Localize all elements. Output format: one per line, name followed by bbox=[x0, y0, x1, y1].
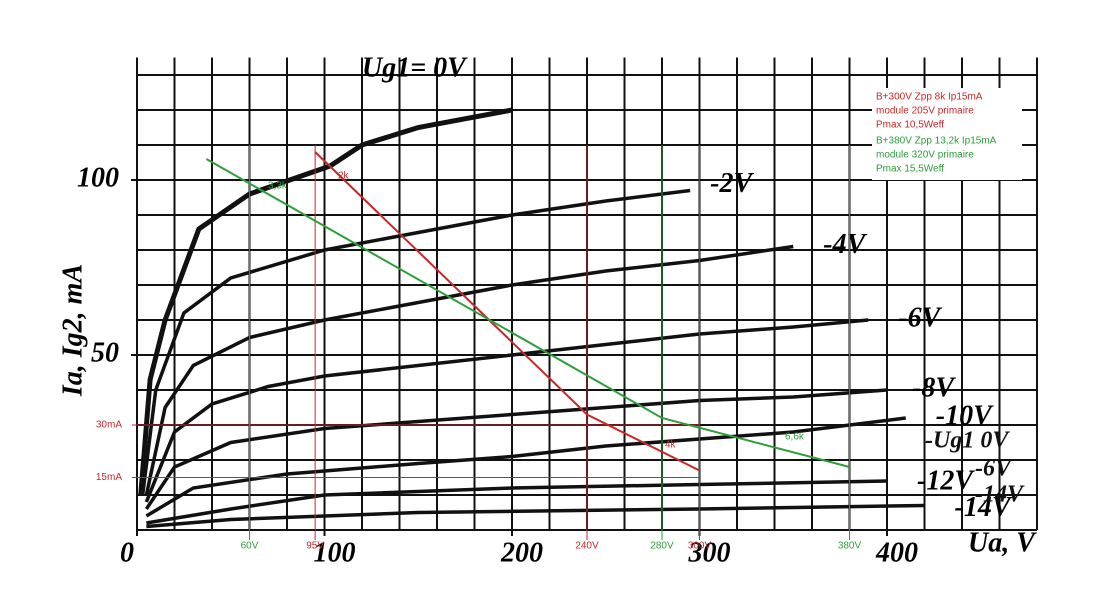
load-line bbox=[314, 151, 700, 472]
curve bbox=[140, 188, 691, 496]
note: Pmax 15,5Weff bbox=[876, 164, 944, 175]
note: B+300V Zpp 8k Ip15mA bbox=[876, 92, 983, 103]
curve-label: -6V bbox=[898, 302, 942, 333]
annotation: -6V bbox=[975, 456, 1013, 482]
note: B+380V Zpp 13,2k Ip15mA bbox=[876, 136, 997, 147]
y-tick-label: 100 bbox=[77, 162, 119, 193]
reference-label: 60V bbox=[241, 541, 259, 552]
y-tick-label: 50 bbox=[91, 337, 119, 368]
annotation: 3,3k bbox=[268, 181, 288, 192]
note: module 205V primaire bbox=[876, 106, 974, 117]
reference-label: 280V bbox=[650, 541, 674, 552]
reference-label: 95V bbox=[306, 541, 324, 552]
annotation: 2k bbox=[338, 171, 350, 182]
reference-label: 300V bbox=[688, 541, 712, 552]
x-tick-label: 400 bbox=[875, 537, 918, 568]
load-line bbox=[205, 158, 850, 468]
x-axis-label: Ua, V bbox=[968, 527, 1037, 558]
reference-label: 30mA bbox=[96, 420, 122, 431]
note: module 320V primaire bbox=[876, 150, 974, 161]
x-tick-label: 0 bbox=[120, 537, 134, 568]
curve-label: Ug1= 0V bbox=[362, 52, 468, 83]
curve bbox=[146, 479, 888, 525]
curve-label: -4V bbox=[823, 229, 867, 260]
curve-label: -14V bbox=[955, 492, 1013, 523]
x-tick-label: 100 bbox=[314, 537, 356, 568]
curve-label: -8V bbox=[912, 372, 956, 403]
curve-label: -2V bbox=[710, 168, 754, 199]
note: Pmax 10,5Weff bbox=[876, 120, 944, 131]
curve bbox=[144, 318, 869, 503]
curve bbox=[144, 388, 888, 510]
curve-label: -12V bbox=[917, 465, 975, 496]
annotation: 6,6k bbox=[785, 432, 805, 443]
annotation: -14V bbox=[975, 482, 1025, 508]
y-axis-label: Ia, Ig2, mA bbox=[57, 264, 88, 397]
reference-label: 380V bbox=[838, 541, 862, 552]
curve bbox=[144, 244, 794, 496]
reference-label: 15mA bbox=[96, 472, 122, 483]
x-tick-label: 300 bbox=[688, 537, 731, 568]
curve bbox=[146, 503, 925, 529]
notes-box bbox=[872, 88, 1022, 180]
curve-label: -10V bbox=[936, 400, 994, 431]
reference-label: 240V bbox=[575, 541, 599, 552]
x-tick-label: 200 bbox=[500, 537, 543, 568]
curve bbox=[145, 416, 906, 518]
annotation: 4k bbox=[665, 440, 677, 451]
annotation: -Ug1 0V bbox=[925, 428, 1010, 454]
